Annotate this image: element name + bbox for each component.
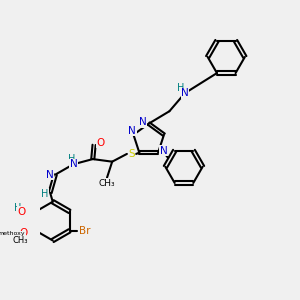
Text: O: O bbox=[19, 228, 27, 239]
Text: N: N bbox=[70, 159, 77, 169]
Text: N: N bbox=[181, 88, 189, 98]
Text: N: N bbox=[46, 169, 53, 180]
Text: H: H bbox=[41, 189, 48, 199]
Text: N: N bbox=[128, 126, 136, 136]
Text: Br: Br bbox=[79, 226, 90, 236]
Text: O: O bbox=[18, 207, 26, 217]
Text: CH₃: CH₃ bbox=[12, 236, 28, 245]
Text: O: O bbox=[96, 138, 105, 148]
Text: methoxy: methoxy bbox=[0, 231, 25, 236]
Text: N: N bbox=[160, 146, 168, 156]
Text: N: N bbox=[139, 117, 147, 127]
Text: H: H bbox=[68, 154, 76, 164]
Text: S: S bbox=[128, 149, 135, 159]
Text: CH₃: CH₃ bbox=[99, 179, 115, 188]
Text: H: H bbox=[177, 83, 184, 94]
Text: H: H bbox=[14, 202, 22, 212]
